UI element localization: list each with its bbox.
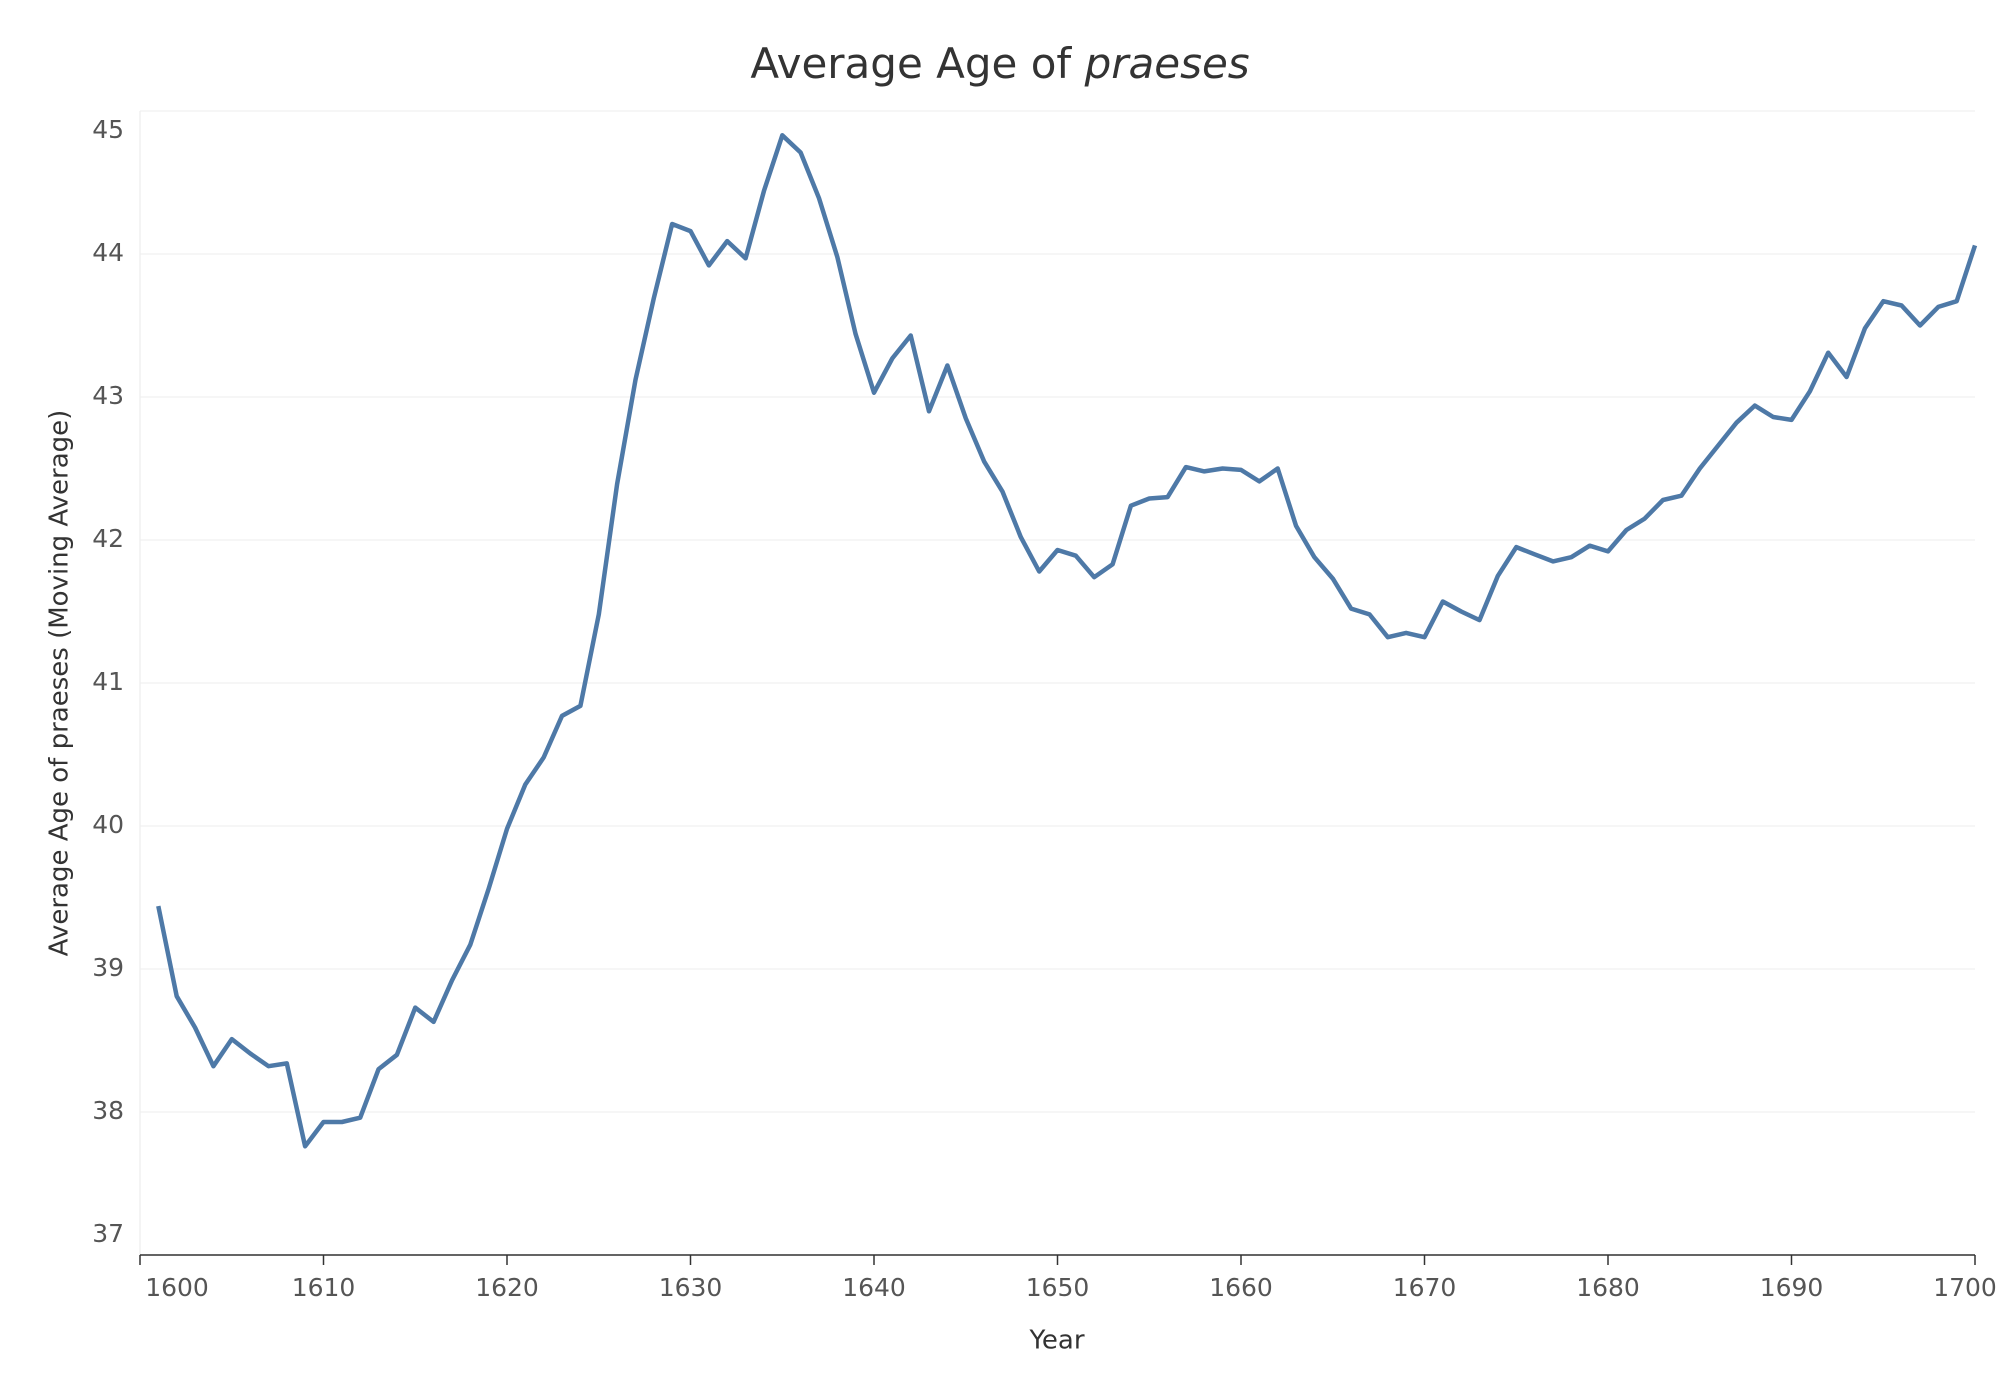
x-tick-label: 1630 [659, 1273, 723, 1302]
x-tick-label: 1650 [1026, 1273, 1090, 1302]
y-tick-label: 44 [92, 238, 124, 267]
y-tick-label: 38 [92, 1096, 124, 1125]
y-tick-label: 39 [92, 953, 124, 982]
x-tick-label: 1610 [292, 1273, 356, 1302]
data-line [156, 133, 1978, 1149]
x-tick-label: 1640 [842, 1273, 906, 1302]
x-tick-label: 1620 [475, 1273, 539, 1302]
chart-title: Average Age of praeses [750, 39, 1249, 88]
x-tick-label: 1690 [1760, 1273, 1824, 1302]
y-tick-label: 41 [92, 667, 124, 696]
y-tick-label: 45 [92, 115, 124, 144]
x-tick-label: 1680 [1576, 1273, 1640, 1302]
y-axis-label: Average Age of praeses (Moving Average) [45, 410, 75, 957]
x-tick-label: 1700 [1933, 1273, 1997, 1302]
x-tick-label: 1670 [1393, 1273, 1457, 1302]
x-axis-label: Year [1028, 1326, 1084, 1356]
y-tick-label: 42 [92, 524, 124, 553]
x-tick-label: 1600 [145, 1273, 209, 1302]
x-tick-label: 1660 [1209, 1273, 1273, 1302]
y-tick-label: 40 [92, 810, 124, 839]
y-tick-label: 43 [92, 381, 124, 410]
y-tick-label: 37 [92, 1219, 124, 1248]
